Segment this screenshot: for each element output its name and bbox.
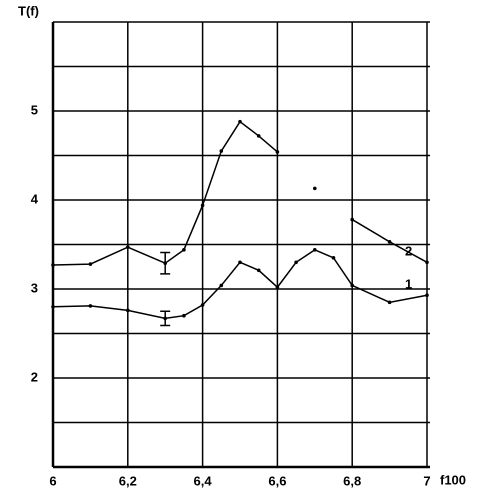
point [275,285,280,290]
point [126,308,130,313]
point [256,268,261,273]
series-line [52,248,428,320]
point [313,248,317,252]
y-tick-label: 3 [31,280,38,295]
x-tick-label: 6,8 [343,473,361,488]
x-tick-label: 6,2 [119,473,137,488]
point [51,263,55,267]
point [294,260,298,265]
point [200,303,205,307]
point [350,283,355,288]
point [256,134,261,138]
x-tick-label: 6,6 [268,473,286,488]
x-tick-label: 6 [49,473,56,488]
point [182,248,186,252]
x-tick-label: 7 [423,473,430,488]
point [425,260,429,265]
point [88,304,93,308]
point [219,149,224,153]
point [387,240,392,244]
y-tick-label: 5 [31,102,38,117]
point [51,305,55,309]
point [275,150,280,154]
series-label: 2 [405,244,412,259]
point [425,293,429,298]
point [126,245,130,249]
point [219,283,224,288]
y-tick-label: 2 [31,369,38,384]
series-label: 1 [405,277,412,292]
point [88,262,93,266]
point [238,260,242,265]
y-axis-label: T(f) [18,3,39,18]
point [350,217,355,222]
point [200,203,205,208]
x-axis-label: f100 [440,472,466,487]
series-line [52,120,428,266]
x-tick-label: 6,4 [194,473,213,488]
point [238,119,242,124]
y-tick-label: 4 [31,191,39,206]
point [313,186,317,191]
point [331,256,336,260]
point [387,300,392,305]
point [182,313,186,318]
